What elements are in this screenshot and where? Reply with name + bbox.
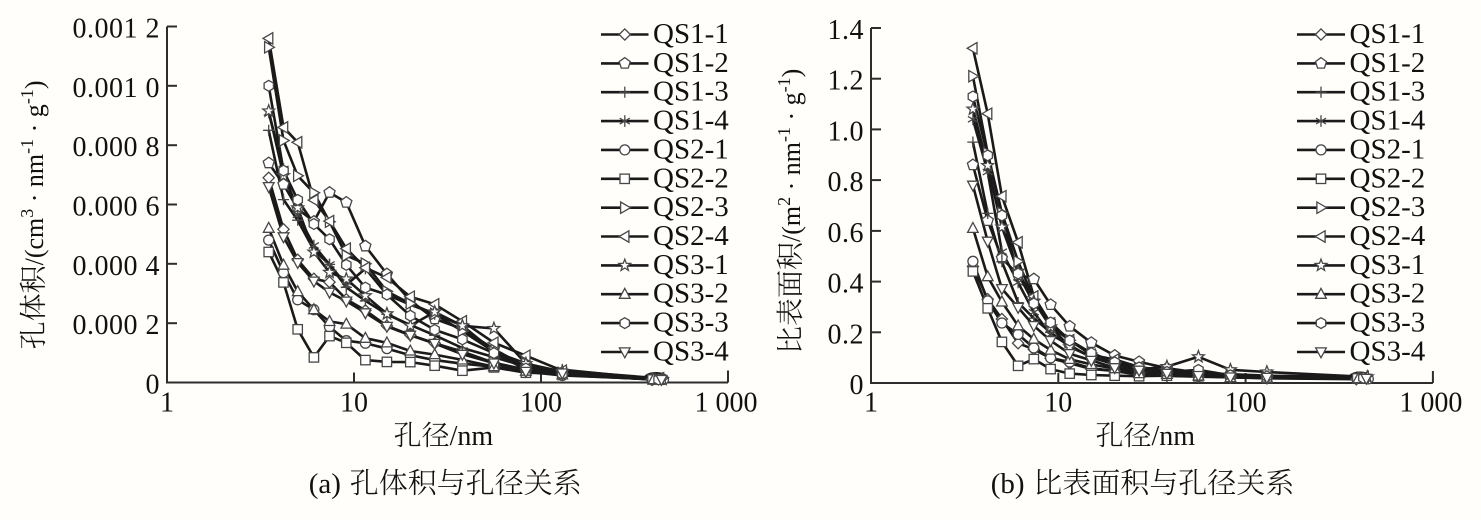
svg-text:QS1-4: QS1-4 [1350, 105, 1426, 137]
svg-text:QS3-4: QS3-4 [1350, 336, 1426, 368]
svg-text:0: 0 [146, 370, 161, 401]
svg-text:QS1-3: QS1-3 [653, 76, 729, 108]
svg-text:QS3-2: QS3-2 [1350, 278, 1426, 310]
svg-text:1: 1 [160, 388, 174, 419]
svg-text:10: 10 [340, 388, 368, 419]
svg-text:QS3-3: QS3-3 [1350, 307, 1426, 339]
svg-text:0.2: 0.2 [828, 319, 865, 350]
svg-text:QS2-2: QS2-2 [1350, 162, 1426, 194]
svg-text:0.8: 0.8 [828, 167, 865, 198]
svg-text:0.000 4: 0.000 4 [73, 251, 161, 282]
svg-text:1.0: 1.0 [828, 116, 865, 147]
svg-text:1: 1 [864, 388, 878, 419]
svg-text:QS1-2: QS1-2 [1350, 47, 1426, 79]
svg-text:/(m2 · nm-1 · g-1): /(m2 · nm-1 · g-1) [774, 69, 806, 242]
svg-text:0.001 0: 0.001 0 [73, 73, 161, 104]
svg-text:0.4: 0.4 [828, 269, 865, 300]
svg-text:QS3-3: QS3-3 [653, 307, 729, 339]
svg-text:QS3-4: QS3-4 [653, 336, 729, 368]
svg-text:/nm: /nm [1152, 421, 1196, 452]
svg-text:1 000: 1 000 [695, 388, 758, 419]
svg-text:QS2-1: QS2-1 [653, 133, 729, 165]
svg-text:/nm: /nm [450, 421, 494, 452]
svg-text:QS2-3: QS2-3 [653, 191, 729, 223]
svg-text:(b): (b) [991, 468, 1025, 500]
svg-text:QS2-4: QS2-4 [653, 220, 729, 252]
svg-text:0.6: 0.6 [828, 218, 865, 249]
svg-text:QS2-2: QS2-2 [653, 162, 729, 194]
svg-text:/(cm3 · nm-1 · g-1): /(cm3 · nm-1 · g-1) [17, 81, 49, 266]
svg-text:1.2: 1.2 [828, 66, 865, 97]
svg-text:10: 10 [1044, 388, 1072, 419]
svg-text:QS2-3: QS2-3 [1350, 191, 1426, 223]
svg-text:QS2-1: QS2-1 [1350, 133, 1426, 165]
svg-text:100: 100 [1225, 388, 1267, 419]
svg-text:0.001 2: 0.001 2 [73, 14, 161, 45]
svg-text:QS1-2: QS1-2 [653, 47, 729, 79]
svg-text:QS3-1: QS3-1 [1350, 249, 1426, 281]
svg-text:0: 0 [850, 370, 865, 401]
svg-text:QS1-3: QS1-3 [1350, 76, 1426, 108]
svg-text:QS3-2: QS3-2 [653, 278, 729, 310]
svg-text:QS3-1: QS3-1 [653, 249, 729, 281]
svg-text:0.000 8: 0.000 8 [73, 132, 161, 163]
svg-text:1.4: 1.4 [828, 15, 865, 46]
svg-text:(a): (a) [309, 468, 341, 500]
svg-text:QS2-4: QS2-4 [1350, 220, 1426, 252]
svg-text:100: 100 [520, 388, 562, 419]
svg-text:QS1-4: QS1-4 [653, 105, 729, 137]
svg-text:0.000 2: 0.000 2 [73, 310, 161, 341]
svg-text:QS1-1: QS1-1 [653, 18, 729, 50]
svg-text:0.000 6: 0.000 6 [73, 192, 161, 223]
svg-text:QS1-1: QS1-1 [1350, 18, 1426, 50]
svg-text:1 000: 1 000 [1399, 388, 1462, 419]
